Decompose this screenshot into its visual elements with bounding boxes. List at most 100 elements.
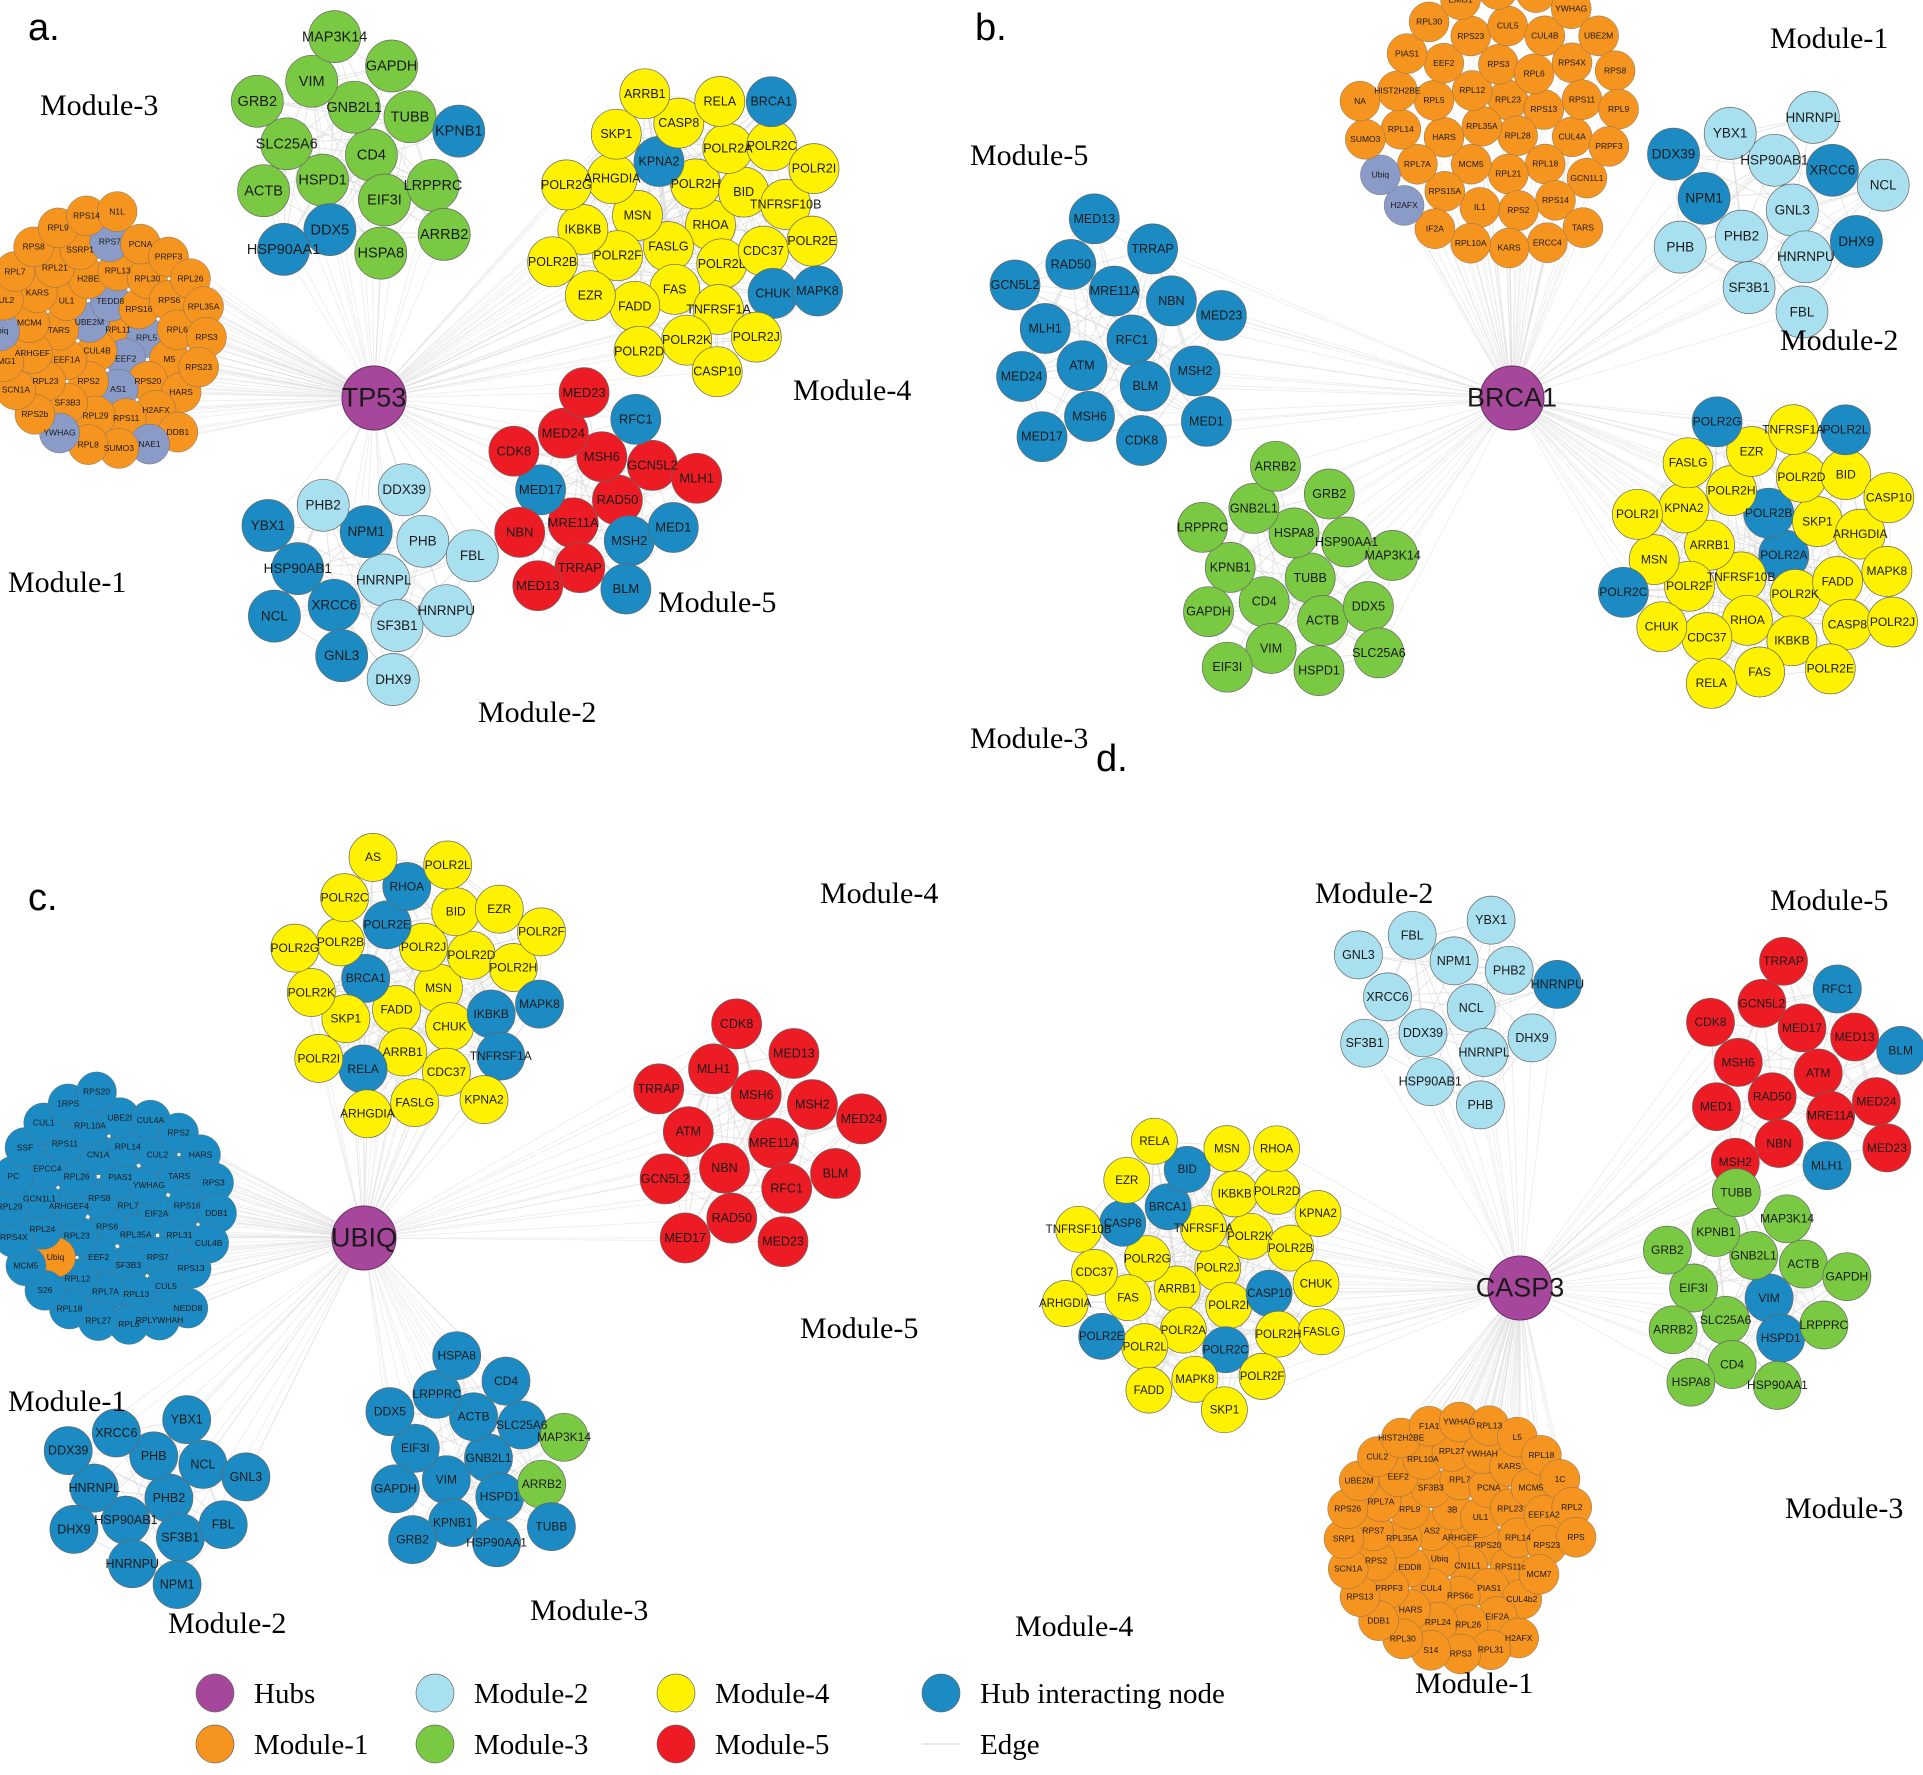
svg-text:CUL4A: CUL4A [1558, 132, 1586, 142]
svg-text:MSN: MSN [1214, 1143, 1240, 1155]
svg-text:MSH2: MSH2 [1178, 364, 1213, 378]
svg-text:KPNA2: KPNA2 [1664, 501, 1704, 515]
svg-text:FBL: FBL [212, 1518, 235, 1532]
svg-text:CDC37: CDC37 [1687, 630, 1727, 644]
svg-text:SF3B1: SF3B1 [1728, 280, 1769, 295]
svg-text:FASLG: FASLG [1669, 456, 1708, 470]
svg-text:RPS14: RPS14 [73, 211, 100, 221]
svg-text:NEDD8: NEDD8 [173, 1303, 202, 1313]
svg-text:KPNB1: KPNB1 [1696, 1225, 1736, 1239]
svg-text:RPL7: RPL7 [4, 266, 26, 276]
svg-text:POLR2K: POLR2K [1772, 587, 1819, 601]
svg-text:FBL: FBL [1790, 304, 1815, 319]
svg-text:MRE11A: MRE11A [1807, 1108, 1854, 1122]
svg-text:DDX5: DDX5 [374, 1404, 406, 1418]
svg-text:RPS6: RPS6 [96, 1222, 118, 1232]
svg-text:GRB2: GRB2 [238, 94, 278, 110]
svg-text:DHX9: DHX9 [1838, 234, 1874, 249]
svg-text:CUL1: CUL1 [33, 1118, 55, 1128]
svg-text:YBX1: YBX1 [251, 518, 286, 533]
svg-text:MAPK8: MAPK8 [796, 284, 838, 298]
svg-text:HSPA8: HSPA8 [358, 246, 404, 262]
svg-text:EIF2A: EIF2A [145, 1208, 169, 1218]
svg-text:TNFRSF10B: TNFRSF10B [1046, 1224, 1112, 1236]
svg-text:RPL5: RPL5 [1423, 95, 1445, 105]
svg-text:ATM: ATM [1069, 359, 1094, 373]
svg-text:TARS: TARS [1572, 222, 1594, 232]
svg-text:BID: BID [1836, 467, 1856, 481]
svg-text:VIM: VIM [436, 1473, 457, 1487]
svg-text:RPL21: RPL21 [1495, 169, 1521, 179]
svg-text:CUL2: CUL2 [0, 295, 15, 305]
svg-text:HIST2H2BE: HIST2H2BE [1378, 1433, 1425, 1443]
svg-text:RPL14: RPL14 [1505, 1533, 1531, 1543]
svg-text:NCL: NCL [1870, 177, 1897, 192]
svg-text:RPL7: RPL7 [1449, 1475, 1471, 1485]
svg-text:IKBKB: IKBKB [1774, 634, 1809, 648]
svg-text:MCM5: MCM5 [13, 1261, 38, 1271]
svg-text:RPL35A: RPL35A [1466, 121, 1498, 131]
svg-text:RPS14: RPS14 [1542, 195, 1569, 205]
svg-text:ARHGDIA: ARHGDIA [340, 1107, 395, 1121]
svg-text:FADD: FADD [1822, 574, 1854, 588]
svg-text:ARRB2: ARRB2 [420, 227, 468, 243]
svg-text:RPS8: RPS8 [23, 242, 45, 252]
svg-text:MED13: MED13 [516, 578, 559, 593]
svg-text:POLR2L: POLR2L [1822, 423, 1868, 437]
svg-text:HSP90AA1: HSP90AA1 [1747, 1378, 1808, 1392]
svg-text:NPM1: NPM1 [1685, 191, 1723, 206]
svg-text:MED23: MED23 [762, 1235, 804, 1249]
svg-text:ARRB1: ARRB1 [1158, 1284, 1196, 1296]
svg-text:Module-4: Module-4 [793, 374, 911, 407]
svg-text:POLR2L: POLR2L [425, 858, 471, 872]
svg-text:RPL27: RPL27 [85, 1315, 111, 1325]
svg-text:RPL23: RPL23 [33, 376, 59, 386]
svg-text:EEF1A2: EEF1A2 [1528, 1510, 1560, 1520]
svg-text:POLR2J: POLR2J [1196, 1263, 1239, 1275]
svg-text:PHB2: PHB2 [1493, 963, 1526, 977]
svg-text:RPS23: RPS23 [1533, 1540, 1560, 1550]
svg-text:CASP10: CASP10 [693, 365, 741, 379]
svg-text:Module-2: Module-2 [478, 696, 596, 729]
svg-text:IF2A: IF2A [1426, 223, 1444, 233]
svg-text:PC: PC [7, 1171, 19, 1181]
svg-text:HARS: HARS [1399, 1604, 1423, 1614]
svg-text:NCL: NCL [190, 1457, 215, 1471]
svg-text:RPS15A: RPS15A [1428, 186, 1461, 196]
svg-text:M5: M5 [163, 354, 175, 364]
svg-text:YBX1: YBX1 [1475, 913, 1507, 927]
svg-text:TRRAP: TRRAP [1131, 242, 1173, 256]
svg-text:POLR2D: POLR2D [614, 344, 664, 358]
svg-text:RPS26: RPS26 [1334, 1504, 1361, 1514]
svg-text:GAPDH: GAPDH [1186, 605, 1230, 619]
svg-text:Module-2: Module-2 [1315, 877, 1433, 910]
svg-text:MED24: MED24 [1856, 1095, 1896, 1109]
svg-text:MAP3K14: MAP3K14 [1760, 1212, 1814, 1226]
svg-text:Module-1: Module-1 [1770, 22, 1888, 55]
svg-text:POLR2G: POLR2G [541, 178, 592, 192]
svg-text:RAD50: RAD50 [1753, 1090, 1792, 1104]
svg-text:RPS3: RPS3 [195, 332, 217, 342]
svg-text:HSP90AA1: HSP90AA1 [466, 1536, 527, 1550]
svg-text:PIAS1: PIAS1 [1395, 48, 1419, 58]
svg-text:POLR2I: POLR2I [297, 1051, 340, 1065]
svg-text:NA: NA [1354, 96, 1366, 106]
svg-text:DDX39: DDX39 [48, 1444, 88, 1458]
svg-text:RAD50: RAD50 [596, 492, 638, 507]
svg-text:RPL13: RPL13 [123, 1289, 149, 1299]
svg-text:CDK8: CDK8 [1694, 1015, 1726, 1029]
svg-text:H2AFX: H2AFX [1505, 1633, 1533, 1643]
svg-text:HSP90AB1: HSP90AB1 [264, 561, 332, 576]
svg-text:HNRNPL: HNRNPL [1786, 110, 1842, 125]
svg-text:POLR2E: POLR2E [787, 234, 836, 248]
svg-text:RHOA: RHOA [1260, 1144, 1294, 1156]
svg-text:POLR2B: POLR2B [528, 255, 577, 269]
svg-text:BID: BID [446, 905, 466, 919]
svg-text:RPL18: RPL18 [1528, 1450, 1554, 1460]
svg-text:YWHAG: YWHAG [1555, 4, 1587, 14]
svg-text:YWHAH: YWHAH [1466, 1449, 1498, 1459]
svg-text:MRE11A: MRE11A [1090, 284, 1140, 298]
svg-text:HARS: HARS [189, 1149, 213, 1159]
svg-text:CD4: CD4 [1720, 1357, 1744, 1371]
svg-text:IKBKB: IKBKB [474, 1007, 509, 1021]
